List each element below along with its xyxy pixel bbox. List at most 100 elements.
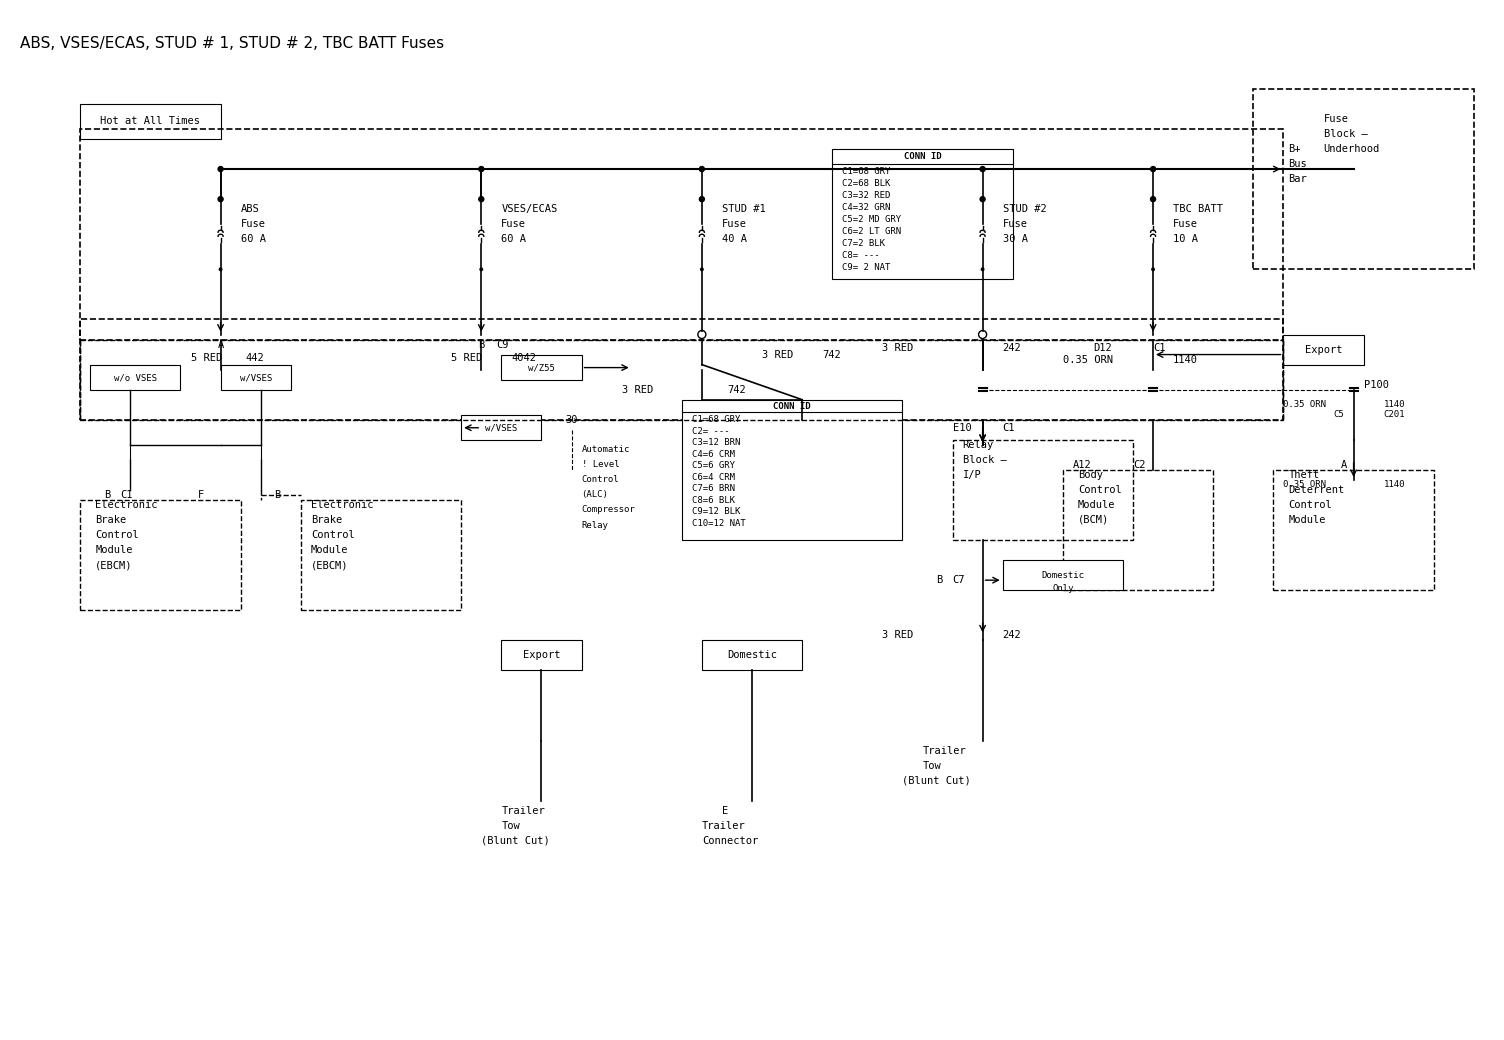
Text: B: B: [104, 490, 110, 500]
Text: Only: Only: [1053, 583, 1074, 593]
Text: Brake: Brake: [311, 515, 341, 525]
Text: w/o VSES: w/o VSES: [114, 373, 156, 382]
Text: Export: Export: [1305, 344, 1342, 355]
Text: (ALC): (ALC): [582, 491, 609, 499]
Text: 442: 442: [245, 353, 265, 363]
Text: C201: C201: [1384, 410, 1405, 419]
Text: 3 RED: 3 RED: [883, 630, 913, 641]
Text: (BCM): (BCM): [1078, 515, 1108, 525]
Text: C7: C7: [952, 575, 966, 586]
Text: A: A: [218, 339, 224, 349]
Text: ABS, VSES/ECAS, STUD # 1, STUD # 2, TBC BATT Fuses: ABS, VSES/ECAS, STUD # 1, STUD # 2, TBC …: [20, 36, 444, 51]
Text: Bar: Bar: [1289, 174, 1307, 184]
Text: B: B: [937, 575, 943, 586]
Text: Bus: Bus: [1289, 159, 1307, 170]
Text: 0.35 ORN: 0.35 ORN: [1283, 400, 1327, 409]
Text: Module: Module: [1289, 515, 1327, 525]
Text: Brake: Brake: [95, 515, 126, 525]
Text: Control: Control: [311, 530, 355, 540]
Text: Fuse: Fuse: [1324, 114, 1349, 124]
Text: C6=2 LT GRN: C6=2 LT GRN: [842, 227, 901, 236]
Text: 5 RED: 5 RED: [451, 353, 483, 363]
Text: CONN ID: CONN ID: [773, 402, 811, 411]
Text: 5 RED: 5 RED: [191, 353, 221, 363]
Text: Fuse: Fuse: [241, 219, 266, 229]
Text: 242: 242: [1003, 630, 1021, 641]
Text: Control: Control: [95, 530, 138, 540]
Circle shape: [981, 197, 985, 202]
Bar: [80, 129, 1283, 339]
Text: Automatic: Automatic: [582, 445, 630, 454]
Text: Underhood: Underhood: [1324, 144, 1379, 154]
Text: E: E: [722, 806, 728, 815]
Text: 30: 30: [566, 415, 578, 424]
Text: C4=32 GRN: C4=32 GRN: [842, 203, 890, 212]
Text: 1140: 1140: [1384, 400, 1405, 409]
Text: I/P: I/P: [963, 470, 981, 479]
Text: (Blunt Cut): (Blunt Cut): [902, 776, 972, 785]
Text: C5=2 MD GRY: C5=2 MD GRY: [842, 214, 901, 224]
Circle shape: [218, 166, 223, 172]
Text: C2=68 BLK: C2=68 BLK: [842, 179, 890, 187]
Text: CONN ID: CONN ID: [904, 152, 942, 160]
Bar: [221, 365, 290, 390]
Text: 3 RED: 3 RED: [621, 385, 653, 394]
Text: 742: 742: [823, 349, 841, 360]
Text: 60 A: 60 A: [501, 234, 526, 244]
Text: C2: C2: [1133, 460, 1146, 470]
Text: Theft: Theft: [1289, 470, 1319, 479]
Text: P100: P100: [1364, 380, 1388, 390]
Text: Block –: Block –: [1324, 129, 1367, 139]
Bar: [702, 641, 802, 671]
Text: Module: Module: [95, 545, 132, 555]
Text: 0.35 ORN: 0.35 ORN: [1063, 355, 1113, 365]
Text: C7=2 BLK: C7=2 BLK: [842, 239, 886, 248]
Text: 0.35 ORN: 0.35 ORN: [1283, 480, 1327, 490]
Bar: [1253, 88, 1474, 269]
Text: TBC BATT: TBC BATT: [1173, 204, 1223, 214]
Bar: [1003, 561, 1123, 590]
Text: 242: 242: [1003, 342, 1021, 353]
Circle shape: [478, 166, 484, 172]
Text: C5=6 GRY: C5=6 GRY: [692, 462, 735, 470]
Text: ABS: ABS: [241, 204, 259, 214]
Text: C4=6 CRM: C4=6 CRM: [692, 450, 735, 459]
Text: Control: Control: [1289, 500, 1333, 510]
Text: Electronic: Electronic: [311, 500, 373, 510]
Text: 10 A: 10 A: [1173, 234, 1199, 244]
Text: C1: C1: [1003, 422, 1015, 433]
Text: C1: C1: [120, 490, 132, 500]
Bar: [1283, 335, 1364, 365]
Circle shape: [1152, 268, 1155, 270]
Text: Control: Control: [582, 475, 620, 485]
Text: 60 A: 60 A: [241, 234, 266, 244]
Circle shape: [699, 166, 704, 172]
Text: 1140: 1140: [1173, 355, 1199, 365]
Bar: [952, 440, 1133, 540]
Text: Electronic: Electronic: [95, 500, 158, 510]
Text: Deterrent: Deterrent: [1289, 485, 1345, 495]
Text: Trailer: Trailer: [501, 806, 544, 815]
Text: C9=12 BLK: C9=12 BLK: [692, 508, 740, 517]
Text: Body: Body: [1078, 470, 1102, 479]
Text: C1=68 GRY: C1=68 GRY: [692, 415, 740, 424]
Circle shape: [701, 268, 702, 270]
Text: Fuse: Fuse: [722, 219, 747, 229]
Bar: [681, 399, 902, 540]
Text: B: B: [478, 339, 484, 349]
Text: C2= ---: C2= ---: [692, 426, 729, 436]
Circle shape: [981, 268, 984, 270]
Text: Tow: Tow: [501, 821, 520, 831]
Text: Hot at All Times: Hot at All Times: [101, 115, 200, 126]
Text: B+: B+: [1289, 144, 1301, 154]
Circle shape: [981, 166, 985, 172]
Bar: [1274, 470, 1433, 590]
Text: C1: C1: [1154, 342, 1166, 353]
Text: 4042: 4042: [511, 353, 537, 363]
Text: 3 RED: 3 RED: [883, 342, 913, 353]
Circle shape: [220, 268, 223, 270]
Text: 742: 742: [726, 385, 746, 394]
Circle shape: [480, 268, 483, 270]
Text: Module: Module: [1078, 500, 1116, 510]
Text: Module: Module: [311, 545, 349, 555]
